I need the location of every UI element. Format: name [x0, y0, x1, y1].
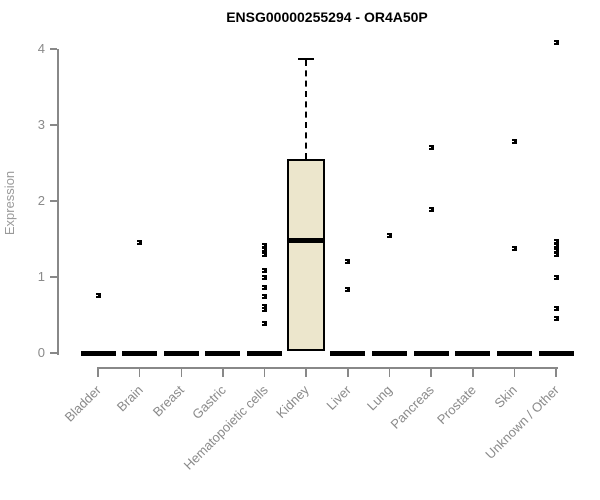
zero-boxplot: [538, 351, 574, 356]
outlier-point: [386, 232, 392, 238]
outlier-point: [262, 275, 268, 281]
outlier-point: [262, 251, 268, 257]
zero-boxplot: [455, 351, 491, 356]
x-tick: [513, 367, 516, 377]
x-tick: [97, 367, 99, 377]
outlier-point: [428, 144, 434, 150]
whisker-cap: [298, 58, 315, 61]
outlier-point: [345, 286, 351, 292]
outlier-point: [262, 304, 268, 310]
y-tick: [50, 352, 57, 354]
outlier-point: [262, 243, 268, 249]
zero-boxplot: [80, 351, 116, 356]
zero-boxplot: [205, 351, 241, 356]
outlier-point: [262, 247, 268, 253]
outlier-point: [262, 320, 268, 326]
y-tick: [50, 48, 57, 50]
x-tick: [430, 367, 432, 377]
outlier-point: [553, 243, 559, 249]
outlier-point: [262, 307, 268, 313]
x-tick: [555, 367, 557, 377]
outlier-point: [553, 40, 559, 46]
zero-boxplot: [163, 351, 199, 356]
outlier-point: [137, 240, 143, 246]
zero-boxplot: [371, 351, 407, 356]
outlier-point: [262, 267, 268, 273]
x-tick: [305, 367, 307, 377]
y-tick-label: 0: [37, 345, 45, 360]
outlier-point: [262, 294, 268, 300]
x-tick: [472, 367, 474, 377]
median-line: [289, 238, 324, 244]
y-axis-line: [57, 49, 59, 355]
x-tick: [263, 367, 266, 377]
y-tick: [50, 200, 57, 202]
outlier-point: [511, 139, 517, 145]
x-tick: [388, 367, 391, 377]
y-tick-label: 4: [37, 41, 45, 56]
y-tick: [50, 276, 57, 278]
x-tick: [138, 367, 141, 377]
outlier-point: [553, 316, 559, 322]
x-tick: [222, 367, 224, 377]
y-tick-label: 3: [37, 117, 45, 132]
outlier-point: [553, 274, 559, 280]
upper-whisker: [305, 60, 308, 160]
outlier-point: [553, 305, 559, 311]
outlier-point: [511, 245, 517, 251]
zero-boxplot: [247, 351, 283, 356]
zero-boxplot: [330, 351, 366, 356]
zero-boxplot: [122, 351, 158, 356]
zero-boxplot: [413, 351, 449, 356]
zero-boxplot: [496, 351, 532, 356]
outlier-point: [553, 251, 559, 257]
outlier-point: [262, 285, 268, 291]
outlier-point: [553, 247, 559, 253]
y-tick-label: 1: [37, 269, 45, 284]
box-kidney: [287, 159, 326, 352]
outlier-point: [553, 238, 559, 244]
chart-title: ENSG00000255294 - OR4A50P: [226, 9, 428, 25]
x-tick: [347, 367, 349, 377]
x-axis-line: [98, 367, 558, 369]
outlier-point: [428, 206, 434, 212]
y-tick: [50, 124, 57, 126]
outlier-point: [345, 258, 351, 264]
x-tick: [180, 367, 183, 377]
outlier-point: [95, 292, 101, 298]
y-tick-label: 2: [37, 193, 45, 208]
